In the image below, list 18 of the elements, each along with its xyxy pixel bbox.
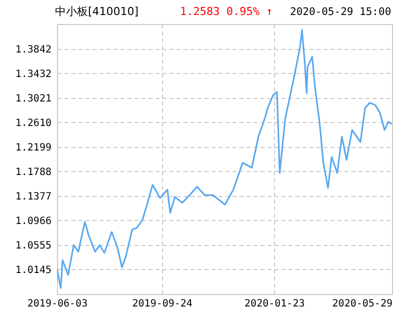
x-tick-label: 2019-09-24 bbox=[132, 298, 192, 310]
text: 1.2583 0.95% ↑ bbox=[180, 4, 273, 20]
x-tick-label: 2020-05-29 bbox=[332, 298, 392, 310]
y-tick-label: 1.0966 bbox=[15, 216, 52, 227]
y-tick-label: 1.0145 bbox=[15, 264, 52, 276]
y-tick-label: 1.0555 bbox=[15, 240, 52, 252]
y-tick-label: 1.3021 bbox=[15, 93, 52, 104]
x-tick-label: 2020-01-23 bbox=[244, 298, 305, 310]
y-tick-label: 1.2199 bbox=[15, 142, 52, 154]
y-tick-label: 1.2610 bbox=[15, 118, 52, 129]
chart-subtitle: 2020-05-29 15:00 bbox=[290, 5, 392, 20]
y-tick-label: 1.1788 bbox=[15, 166, 52, 178]
x-tick-label: 2019-06-03 bbox=[27, 298, 88, 310]
y-tick-label: 1.1377 bbox=[15, 191, 52, 202]
y-tick-label: 1.3842 bbox=[15, 44, 52, 56]
chart-title: 中小板[410010] bbox=[55, 4, 139, 20]
y-tick-label: 1.3432 bbox=[15, 68, 52, 80]
line-series bbox=[57, 29, 392, 289]
